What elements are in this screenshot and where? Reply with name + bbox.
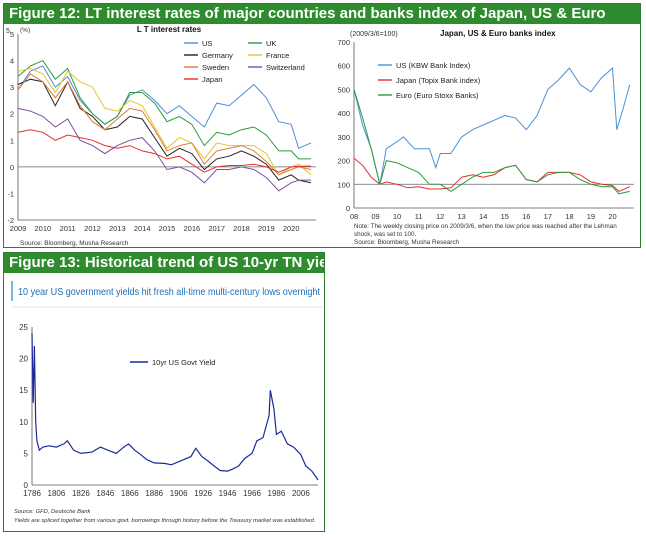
source-note: Source: Bloomberg, Musha Research [354,239,459,246]
y-tick-label: -1 [7,189,14,198]
figure-12-title: Figure 12: LT interest rates of major co… [4,4,640,24]
x-tick-label: 2012 [84,224,101,233]
y-tick-label: 600 [337,62,350,71]
us-10yr-yield-chart: 10 year US government yields hit fresh a… [11,281,322,524]
legend-label: Germany [202,51,233,60]
unit-label: (%) [20,27,30,34]
footnote: Yields are spliced together from various… [14,518,315,524]
unit-label: (2009/3/6=100) [350,31,398,38]
x-tick-label: 1786 [23,489,41,498]
y-tick-label: 4 [10,57,14,66]
y-tick-label: 0 [24,481,29,490]
chart-title: 10 year US government yields hit fresh a… [18,287,320,298]
x-tick-label: 1886 [145,489,163,498]
y-unit-label: 5 [6,28,10,35]
y-tick-label: 15 [19,386,28,395]
chart-title: L T interest rates [137,25,202,34]
source-note: Source: Bloomberg, Musha Research [20,240,129,247]
series-line-japan [17,129,312,173]
x-tick-label: 11 [415,212,423,221]
x-tick-label: 1966 [243,489,261,498]
y-tick-label: -2 [7,216,14,225]
series-line-10yr-us-govt-yield [31,333,319,481]
legend-label: Euro (Euro Stoxx Banks) [396,91,479,100]
x-tick-label: 1946 [219,489,237,498]
legend-label: Switzerland [266,63,305,72]
y-tick-label: 500 [337,85,350,94]
series-line-sweden [17,73,312,176]
lt-interest-rates-chart: -2 -1 0 1 2 3 4 5 2009 2010 2011 2012 2013 2014 2015 20… [6,25,316,247]
x-tick-label: 1806 [48,489,66,498]
note-line-1: Note: The weekly closing price on 2009/3… [354,223,617,230]
x-tick-label: 2011 [60,224,76,233]
legend-label: US (KBW Bank Index) [396,61,471,70]
x-tick-label: 1986 [268,489,286,498]
x-tick-label: 2017 [208,224,225,233]
series-line-us [17,65,312,149]
y-tick-label: 5 [10,30,14,39]
x-tick-label: 14 [479,212,487,221]
series-line-euro-euro-stoxx-banks- [353,89,630,195]
legend-label: 10yr US Govt Yield [152,358,215,367]
x-tick-label: 2006 [292,489,310,498]
y-tick-label: 20 [19,355,28,364]
x-tick-label: 1826 [72,489,90,498]
source-note: Source: GFD, Deutsche Bank [14,509,91,515]
x-tick-label: 08 [350,212,358,221]
x-tick-label: 12 [436,212,444,221]
x-tick-label: 2015 [159,224,176,233]
chart-title: Japan, US & Euro banks index [440,29,556,38]
legend-label: Sweden [202,63,229,72]
y-tick-label: 100 [337,180,350,189]
y-tick-label: 5 [24,449,29,458]
y-tick-label: 400 [337,109,350,118]
x-tick-label: 2016 [183,224,200,233]
y-tick-label: 25 [19,323,28,332]
figure-13-panel: Figure 13: Historical trend of US 10-yr … [3,252,325,532]
series-line-france [17,67,312,176]
x-tick-label: 2009 [10,224,27,233]
x-tick-label: 2019 [258,224,275,233]
x-tick-label: 13 [458,212,466,221]
y-tick-label: 0 [10,163,14,172]
x-tick-label: 1846 [96,489,114,498]
figure-13-title: Figure 13: Historical trend of US 10-yr … [4,253,324,273]
y-tick-label: 1 [10,136,14,145]
x-tick-label: 1926 [194,489,212,498]
figure-12-panel: Figure 12: LT interest rates of major co… [3,3,641,248]
y-tick-label: 0 [346,204,350,213]
x-tick-label: 10 [393,212,401,221]
y-tick-label: 10 [19,418,28,427]
x-tick-label: 2018 [233,224,250,233]
legend-label: Japan (Topix Bank index) [396,76,481,85]
note-line-2: shock, was set to 100. [354,231,417,238]
x-tick-label: 1866 [121,489,139,498]
y-tick-label: 2 [10,110,14,119]
legend-label: US [202,39,212,48]
banks-index-chart: 0 100 200 300 400 500 600 700 08 09 10 11 12 13 14 15 16… [337,29,634,246]
x-tick-label: 17 [544,212,552,221]
series-line-japan-topix-bank-index- [353,157,630,192]
x-tick-label: 2010 [34,224,51,233]
x-tick-label: 18 [565,212,573,221]
x-tick-label: 2013 [109,224,126,233]
legend-label: Japan [202,75,222,84]
x-tick-label: 09 [371,212,379,221]
x-tick-label: 2014 [134,224,151,233]
x-tick-label: 1906 [170,489,188,498]
legend-label: UK [266,39,276,48]
y-tick-label: 200 [337,157,350,166]
x-tick-label: 20 [608,212,616,221]
x-tick-label: 2020 [283,224,300,233]
y-tick-label: 700 [337,38,350,47]
x-tick-label: 19 [587,212,595,221]
x-tick-label: 16 [522,212,530,221]
x-tick-label: 15 [501,212,509,221]
y-tick-label: 3 [10,83,14,92]
y-tick-label: 300 [337,133,350,142]
legend-label: France [266,51,289,60]
series-line-switzerland [17,107,311,192]
series-line-us-kbw-bank-index- [353,67,631,185]
series-line-uk [17,59,311,160]
